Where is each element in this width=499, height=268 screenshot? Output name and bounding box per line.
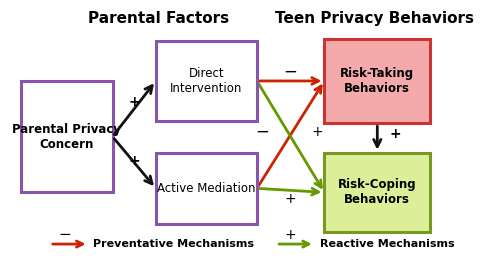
Text: +: + [285, 228, 296, 242]
Text: Direct
Intervention: Direct Intervention [170, 67, 243, 95]
FancyBboxPatch shape [324, 39, 430, 123]
Text: Parental Privacy
Concern: Parental Privacy Concern [12, 123, 121, 151]
FancyBboxPatch shape [21, 81, 112, 192]
Text: +: + [285, 192, 296, 206]
Text: Risk-Coping
Behaviors: Risk-Coping Behaviors [338, 178, 417, 206]
FancyBboxPatch shape [156, 41, 257, 121]
FancyBboxPatch shape [324, 152, 430, 232]
Text: −: − [255, 123, 268, 141]
Text: −: − [58, 227, 71, 242]
FancyBboxPatch shape [156, 152, 257, 224]
Text: +: + [389, 127, 401, 141]
Text: Teen Privacy Behaviors: Teen Privacy Behaviors [275, 11, 475, 26]
Text: Active Mediation: Active Mediation [157, 182, 255, 195]
Text: +: + [311, 125, 323, 139]
Text: Preventative Mechanisms: Preventative Mechanisms [93, 239, 254, 249]
Text: +: + [128, 95, 140, 109]
Text: Reactive Mechanisms: Reactive Mechanisms [319, 239, 454, 249]
Text: Parental Factors: Parental Factors [88, 11, 229, 26]
Text: −: − [284, 63, 297, 81]
Text: Risk-Taking
Behaviors: Risk-Taking Behaviors [340, 67, 414, 95]
Text: +: + [128, 154, 140, 168]
